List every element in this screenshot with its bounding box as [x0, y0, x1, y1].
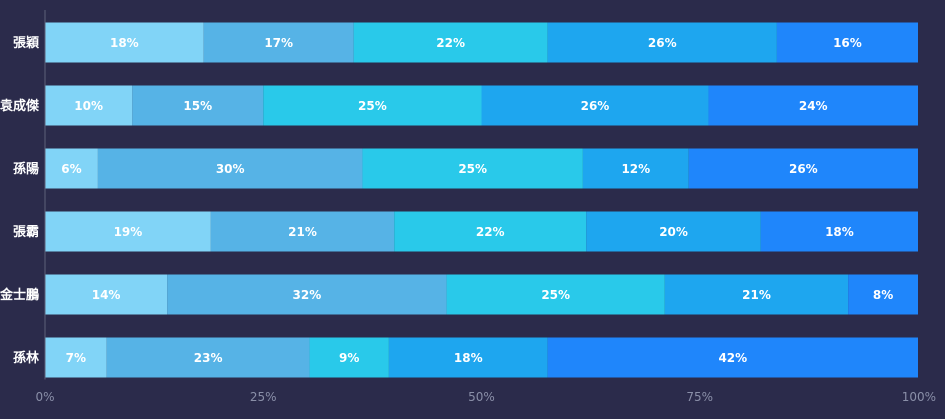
segment-label: 18% [110, 36, 139, 50]
bar-segment[interactable] [394, 211, 587, 252]
segment-label: 9% [339, 351, 359, 365]
bar-segment[interactable] [776, 22, 918, 63]
segment-label: 21% [288, 225, 317, 239]
category-label: 孫陽 [13, 161, 39, 177]
x-tick-label: 50% [468, 390, 495, 404]
segment-label: 30% [216, 162, 245, 176]
x-tick-label: 75% [686, 390, 713, 404]
segment-label: 12% [621, 162, 650, 176]
bar-segment[interactable] [45, 274, 168, 315]
bar-segment[interactable] [45, 148, 98, 189]
bar-segment[interactable] [688, 148, 918, 189]
bar-segment[interactable] [203, 22, 354, 63]
bar-segment[interactable] [210, 211, 395, 252]
bar-segment[interactable] [708, 85, 918, 126]
segment-label: 17% [264, 36, 293, 50]
bar-segment[interactable] [97, 148, 363, 189]
bar-segment[interactable] [353, 22, 548, 63]
x-tick-label: 25% [250, 390, 277, 404]
bar-segment[interactable] [547, 22, 777, 63]
segment-label: 22% [476, 225, 505, 239]
bars-layer [45, 22, 918, 378]
bar-segment[interactable] [132, 85, 264, 126]
segment-label: 26% [648, 36, 677, 50]
bar-segment[interactable] [760, 211, 918, 252]
bar-segment[interactable] [586, 211, 761, 252]
bar-segment[interactable] [388, 337, 548, 378]
segment-label: 6% [61, 162, 81, 176]
segment-label: 26% [789, 162, 818, 176]
segment-label: 23% [194, 351, 223, 365]
category-label: 張霸 [13, 225, 39, 240]
category-label: 袁成傑 [0, 98, 40, 114]
bar-segment[interactable] [547, 337, 918, 378]
bar-segment[interactable] [664, 274, 849, 315]
bar-segment[interactable] [167, 274, 447, 315]
bar-segment[interactable] [45, 337, 107, 378]
bar-segment[interactable] [106, 337, 310, 378]
segment-label: 15% [183, 99, 212, 113]
x-tick-label: 100% [902, 390, 936, 404]
segment-label: 14% [92, 288, 121, 302]
segment-label: 25% [541, 288, 570, 302]
bar-segment[interactable] [45, 211, 211, 252]
bar-segment[interactable] [45, 22, 204, 63]
segment-label: 22% [436, 36, 465, 50]
bar-segment[interactable] [362, 148, 583, 189]
x-axis-ticks-layer: 0% 25% 50% 75% 100% [35, 390, 936, 404]
segment-label: 24% [799, 99, 828, 113]
bar-segment[interactable] [582, 148, 689, 189]
segment-label: 20% [659, 225, 688, 239]
segment-label: 32% [293, 288, 322, 302]
segment-label: 8% [873, 288, 893, 302]
segment-label: 19% [114, 225, 143, 239]
segment-label: 21% [742, 288, 771, 302]
segment-label: 7% [66, 351, 86, 365]
bar-segment[interactable] [263, 85, 482, 126]
segment-label: 16% [833, 36, 862, 50]
bar-segment[interactable] [309, 337, 389, 378]
segment-labels-layer: 18% 17% 22% 26% 16% 10% 15% 25% 26% 24% 6% 30% 25% 12… [61, 36, 893, 365]
category-label: 張穎 [13, 35, 40, 51]
category-label: 金士鵬 [0, 287, 39, 303]
segment-label: 18% [825, 225, 854, 239]
segment-label: 26% [581, 99, 610, 113]
segment-label: 25% [458, 162, 487, 176]
category-label: 孫林 [13, 350, 39, 366]
bar-segment[interactable] [848, 274, 918, 315]
segment-label: 25% [358, 99, 387, 113]
segment-label: 18% [454, 351, 483, 365]
segment-label: 42% [718, 351, 747, 365]
segment-label: 10% [74, 99, 103, 113]
bar-segment[interactable] [446, 274, 665, 315]
x-tick-label: 0% [35, 390, 54, 404]
bar-segment[interactable] [45, 85, 133, 126]
bar-segment[interactable] [481, 85, 709, 126]
